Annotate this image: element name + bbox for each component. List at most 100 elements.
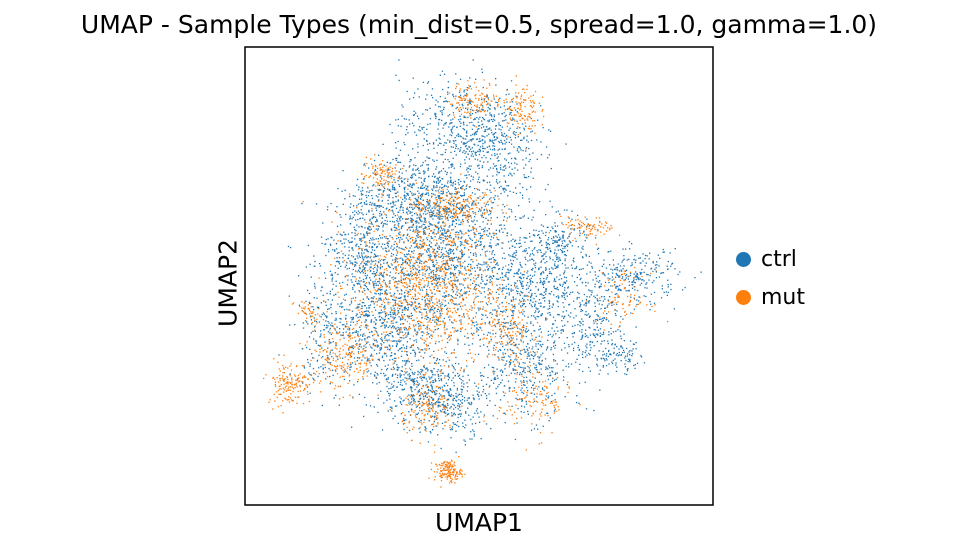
scatter-point-mut — [395, 303, 397, 305]
scatter-point-ctrl — [630, 296, 632, 298]
scatter-point-mut — [626, 313, 628, 315]
scatter-point-ctrl — [457, 279, 459, 281]
scatter-point-ctrl — [578, 348, 581, 351]
scatter-point-mut — [370, 291, 372, 294]
scatter-point-mut — [464, 111, 466, 113]
scatter-point-ctrl — [425, 98, 427, 100]
scatter-point-mut — [445, 467, 447, 469]
scatter-point-mut — [416, 298, 418, 300]
scatter-point-ctrl — [410, 389, 412, 391]
scatter-point-ctrl — [376, 341, 378, 343]
scatter-point-ctrl — [450, 181, 452, 184]
scatter-point-mut — [634, 266, 636, 269]
scatter-point-mut — [362, 261, 364, 263]
scatter-point-ctrl — [368, 307, 371, 309]
scatter-point-mut — [623, 279, 626, 282]
scatter-point-ctrl — [603, 259, 605, 261]
scatter-point-ctrl — [359, 283, 361, 285]
scatter-point-mut — [361, 261, 363, 263]
scatter-point-ctrl — [343, 242, 345, 244]
scatter-point-ctrl — [415, 334, 418, 336]
scatter-point-ctrl — [398, 183, 400, 186]
scatter-point-ctrl — [380, 273, 382, 276]
scatter-point-mut — [505, 301, 508, 304]
scatter-point-mut — [408, 293, 410, 296]
scatter-point-mut — [368, 223, 370, 225]
scatter-point-ctrl — [475, 171, 477, 173]
scatter-point-mut — [407, 238, 409, 240]
scatter-point-ctrl — [400, 327, 402, 329]
scatter-point-ctrl — [438, 118, 441, 121]
scatter-point-ctrl — [570, 242, 572, 244]
scatter-point-ctrl — [387, 265, 390, 267]
scatter-point-ctrl — [417, 167, 419, 169]
scatter-point-ctrl — [371, 197, 374, 200]
scatter-point-mut — [395, 229, 397, 231]
scatter-point-mut — [451, 471, 454, 473]
scatter-point-mut — [579, 226, 581, 228]
scatter-point-mut — [436, 186, 438, 188]
scatter-point-ctrl — [434, 215, 436, 217]
scatter-point-ctrl — [307, 244, 310, 247]
scatter-point-ctrl — [401, 384, 403, 386]
scatter-point-ctrl — [431, 387, 433, 389]
scatter-point-ctrl — [643, 280, 645, 282]
scatter-point-ctrl — [414, 401, 416, 403]
scatter-point-ctrl — [380, 222, 382, 224]
scatter-point-mut — [533, 105, 535, 107]
scatter-point-ctrl — [378, 193, 380, 195]
scatter-point-ctrl — [386, 321, 388, 323]
scatter-point-mut — [499, 284, 501, 286]
scatter-point-ctrl — [355, 280, 357, 282]
scatter-point-ctrl — [423, 229, 425, 232]
scatter-point-mut — [414, 409, 416, 412]
scatter-point-ctrl — [456, 389, 458, 391]
scatter-point-ctrl — [616, 274, 618, 276]
scatter-point-mut — [451, 103, 453, 105]
scatter-point-ctrl — [644, 265, 646, 267]
scatter-point-mut — [437, 423, 439, 425]
scatter-point-mut — [331, 332, 333, 334]
scatter-point-mut — [448, 100, 450, 103]
scatter-point-ctrl — [495, 291, 498, 293]
scatter-point-ctrl — [667, 260, 669, 263]
scatter-point-ctrl — [405, 198, 407, 200]
scatter-point-ctrl — [438, 216, 440, 218]
scatter-point-mut — [457, 238, 459, 240]
scatter-point-ctrl — [423, 285, 425, 288]
scatter-point-ctrl — [451, 298, 453, 301]
scatter-point-ctrl — [387, 326, 389, 328]
scatter-point-mut — [463, 274, 466, 276]
scatter-point-mut — [474, 283, 477, 286]
scatter-point-ctrl — [361, 255, 364, 258]
scatter-point-ctrl — [545, 255, 547, 258]
scatter-point-mut — [611, 291, 613, 293]
scatter-point-ctrl — [461, 186, 463, 188]
scatter-point-mut — [314, 340, 317, 342]
scatter-point-ctrl — [527, 299, 529, 301]
scatter-point-mut — [308, 400, 311, 403]
scatter-point-ctrl — [551, 226, 553, 228]
scatter-point-mut — [446, 201, 448, 203]
scatter-point-ctrl — [520, 277, 523, 280]
scatter-point-ctrl — [638, 296, 640, 298]
scatter-point-mut — [286, 382, 288, 384]
scatter-point-ctrl — [357, 213, 359, 215]
scatter-point-ctrl — [459, 241, 461, 243]
scatter-point-ctrl — [426, 109, 429, 111]
scatter-point-mut — [464, 473, 466, 475]
scatter-point-ctrl — [421, 334, 424, 337]
scatter-point-ctrl — [433, 147, 435, 149]
scatter-point-mut — [420, 215, 423, 217]
scatter-point-ctrl — [557, 295, 559, 297]
scatter-point-mut — [436, 301, 438, 303]
scatter-point-ctrl — [530, 283, 532, 285]
scatter-point-ctrl — [479, 267, 481, 269]
scatter-point-ctrl — [483, 261, 485, 263]
scatter-point-ctrl — [481, 165, 484, 167]
scatter-point-mut — [551, 432, 553, 434]
scatter-point-ctrl — [344, 276, 346, 278]
scatter-point-ctrl — [564, 347, 566, 349]
scatter-point-ctrl — [399, 185, 401, 187]
scatter-point-mut — [574, 237, 576, 240]
